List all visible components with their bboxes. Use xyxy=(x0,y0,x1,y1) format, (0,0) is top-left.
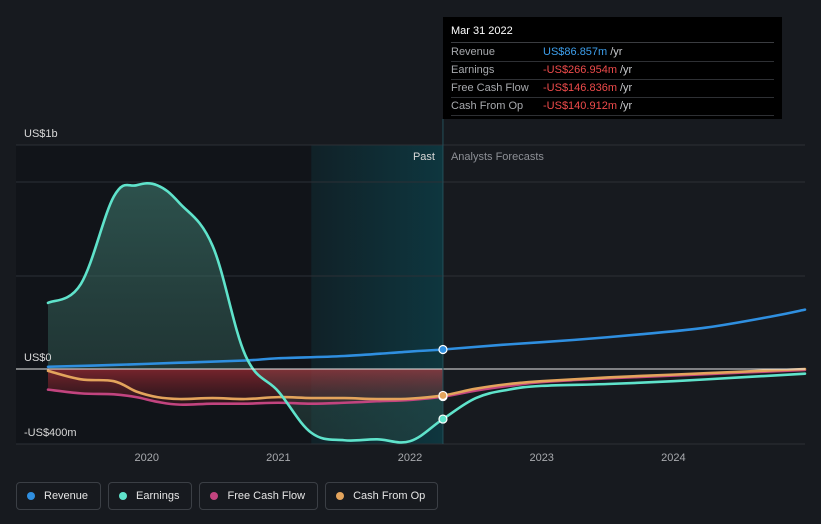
tooltip-label: Cash From Op xyxy=(451,100,524,112)
tooltip-row-cash-from-op: Cash From Op -US$140.912m /yr xyxy=(451,98,774,116)
earnings-marker xyxy=(438,414,448,424)
x-tick-label: 2020 xyxy=(134,452,158,464)
cash_from_op-line xyxy=(46,367,807,401)
x-tick-label: 2022 xyxy=(398,452,422,464)
y-axis-label-top: US$1b xyxy=(24,128,58,140)
data-tooltip: Mar 31 2022 Revenue US$86.857m /yr Earni… xyxy=(443,17,782,119)
y-axis-label-bottom: -US$400m xyxy=(24,427,77,439)
tooltip-value: -US$266.954m xyxy=(543,64,617,76)
revenue-dot-icon xyxy=(27,492,35,500)
series-lines xyxy=(46,182,807,444)
tooltip-unit: /yr xyxy=(620,82,633,94)
tooltip-value: -US$140.912m xyxy=(543,100,617,112)
x-tick-label: 2021 xyxy=(266,452,290,464)
x-tick-label: 2024 xyxy=(661,452,685,464)
legend-label: Cash From Op xyxy=(353,490,426,502)
tooltip-label: Earnings xyxy=(451,64,495,76)
gridlines xyxy=(16,144,805,445)
legend-item-free-cash-flow[interactable]: Free Cash Flow xyxy=(199,482,319,510)
x-axis-ticks: 2020 2021 2022 2023 2024 xyxy=(134,452,685,464)
past-label: Past xyxy=(413,151,435,163)
tooltip-unit: /yr xyxy=(620,64,633,76)
tooltip-row-free-cash-flow: Free Cash Flow -US$146.836m /yr xyxy=(451,80,774,98)
free-cash-flow-dot-icon xyxy=(210,492,219,500)
chart-legend: Revenue Earnings Free Cash Flow Cash Fro… xyxy=(16,482,439,510)
tooltip-label: Revenue xyxy=(451,46,496,58)
legend-label: Revenue xyxy=(44,490,89,502)
tooltip-value: US$86.857m xyxy=(543,46,608,58)
forecast-label: Analysts Forecasts xyxy=(451,151,544,163)
legend-item-earnings[interactable]: Earnings xyxy=(108,482,193,510)
earnings-dot-icon xyxy=(119,492,128,500)
tooltip-label: Free Cash Flow xyxy=(451,82,529,94)
tooltip-unit: /yr xyxy=(620,100,633,112)
revenue-marker xyxy=(438,344,448,355)
tooltip-row-earnings: Earnings -US$266.954m /yr xyxy=(451,62,774,80)
y-axis-label-zero: US$0 xyxy=(24,352,52,364)
x-tick-label: 2023 xyxy=(529,452,553,464)
tooltip-date: Mar 31 2022 xyxy=(451,24,774,43)
earnings-line xyxy=(46,182,807,444)
legend-item-revenue[interactable]: Revenue xyxy=(16,482,102,510)
legend-label: Free Cash Flow xyxy=(227,490,306,502)
revenue-line xyxy=(46,308,807,369)
cash-from-op-dot-icon xyxy=(336,492,345,500)
legend-label: Earnings xyxy=(136,490,180,502)
legend-item-cash-from-op[interactable]: Cash From Op xyxy=(325,482,439,510)
cash_from_op-marker xyxy=(438,390,448,401)
tooltip-unit: /yr xyxy=(610,46,623,58)
series-markers xyxy=(438,344,448,424)
tooltip-row-revenue: Revenue US$86.857m /yr xyxy=(451,44,774,62)
tooltip-value: -US$146.836m xyxy=(543,82,617,94)
